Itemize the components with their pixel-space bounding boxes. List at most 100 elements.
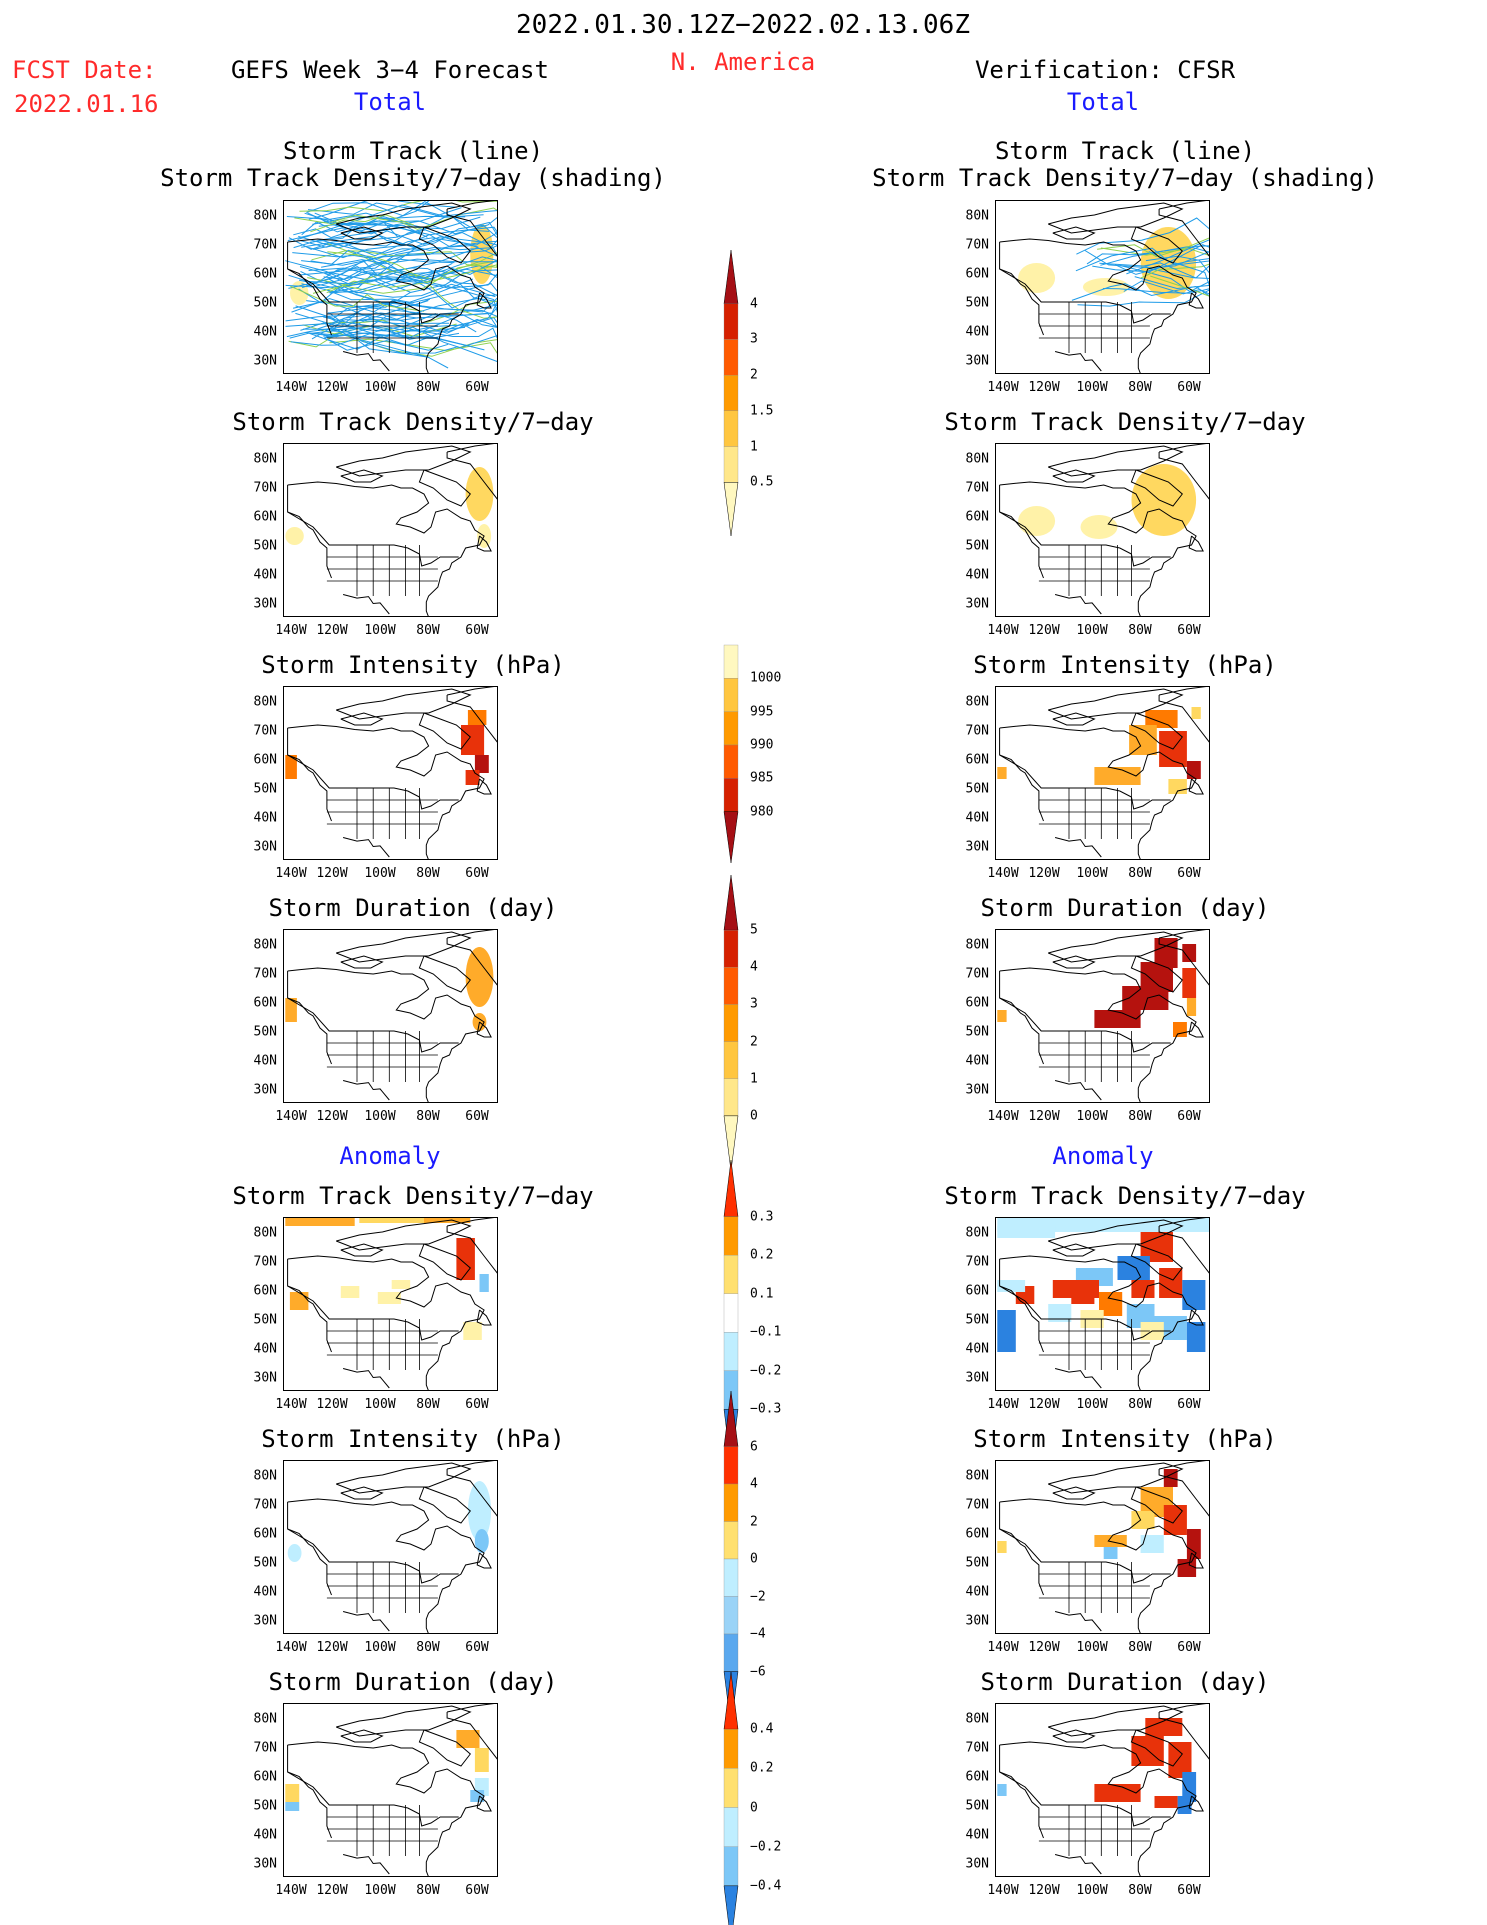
cfsr-panel-1-storm-tracks <box>1071 217 1210 321</box>
anomaly-label-right: Anomaly <box>1052 1142 1154 1170</box>
cfsr-panel-4-shading <box>997 938 1197 1037</box>
lat-label: 60N <box>965 266 989 282</box>
total-label-left: Total <box>353 88 427 116</box>
lat-label: 40N <box>965 567 989 583</box>
gefs-panel-1-storm-tracks <box>285 200 498 369</box>
lat-label: 60N <box>965 1769 989 1785</box>
lat-label: 40N <box>253 1053 277 1069</box>
lat-label: 30N <box>965 839 989 855</box>
colorbar-label: 1 <box>750 1071 758 1087</box>
lon-label: 140W <box>275 1640 307 1655</box>
region-title: N. America <box>670 48 816 76</box>
colorbar-label: −0.3 <box>750 1401 782 1417</box>
lon-label: 60W <box>1177 866 1201 881</box>
gefs-panel-3-map <box>283 686 498 860</box>
cfsr-panel-3-map <box>995 686 1210 860</box>
lat-label: 50N <box>965 1312 989 1328</box>
colorbar-label: 995 <box>750 704 774 720</box>
lat-label: 40N <box>253 810 277 826</box>
cfsr-panel-3-title: Storm Intensity (hPa) <box>973 651 1277 679</box>
lat-label: 60N <box>965 1526 989 1542</box>
lat-label: 30N <box>253 1370 277 1386</box>
lat-label: 80N <box>253 694 277 710</box>
lat-label: 80N <box>965 208 989 224</box>
colorbar-label: −0.2 <box>750 1363 782 1379</box>
lon-label: 140W <box>275 1397 307 1412</box>
lon-label: 100W <box>1076 866 1108 881</box>
lon-label: 140W <box>275 866 307 881</box>
gefs-panel-1-title: Storm Track (line) Storm Track Density/7… <box>160 137 666 192</box>
lon-label: 80W <box>416 623 440 638</box>
lat-label: 80N <box>253 208 277 224</box>
gefs-panel-5-title: Storm Track Density/7−day <box>232 1182 594 1210</box>
lon-label: 120W <box>316 866 348 881</box>
lat-label: 70N <box>965 1740 989 1756</box>
lat-label: 40N <box>965 1341 989 1357</box>
colorbar-label: 0 <box>750 1551 758 1567</box>
fcst-label: FCST Date: <box>12 56 157 84</box>
lon-label: 60W <box>1177 1883 1201 1898</box>
lat-label: 70N <box>965 966 989 982</box>
gefs-panel-4-shading <box>285 947 494 1031</box>
lat-label: 70N <box>253 480 277 496</box>
lat-label: 70N <box>965 480 989 496</box>
colorbar-label: −0.4 <box>750 1878 782 1894</box>
lon-label: 120W <box>1028 1397 1060 1412</box>
cfsr-panel-6-map <box>995 1460 1210 1634</box>
lon-label: 80W <box>416 1883 440 1898</box>
lon-label: 100W <box>364 1397 396 1412</box>
lat-label: 70N <box>253 1254 277 1270</box>
lat-label: 30N <box>965 596 989 612</box>
lon-label: 140W <box>987 380 1019 395</box>
cfsr-panel-5: Storm Track Density/7−day 80N 70N 60N 50N 40N… <box>944 1183 1305 1413</box>
lat-label: 60N <box>253 1526 277 1542</box>
gefs-panel-2-title: Storm Track Density/7−day <box>232 408 594 436</box>
lon-label: 80W <box>1128 623 1152 638</box>
cfsr-panel-4: Storm Duration (day) 80N 70N 60N 50N 40N 30N 14… <box>966 895 1270 1125</box>
lon-label: 80W <box>416 866 440 881</box>
gefs-panel-7-title: Storm Duration (day) <box>268 1668 558 1696</box>
lat-label: 40N <box>965 810 989 826</box>
cfsr-panel-2: Storm Track Density/7−day 80N 70N 60N 50N 40N… <box>944 409 1305 639</box>
cfsr-panel-3-shading <box>997 707 1201 794</box>
total-label-right: Total <box>1066 88 1140 116</box>
lon-label: 60W <box>465 1883 489 1898</box>
colorbar-label: 3 <box>750 331 758 347</box>
lat-label: 60N <box>253 509 277 525</box>
cfsr-panel-7-shading <box>997 1718 1197 1814</box>
gefs-panel-7-shading <box>285 1730 489 1811</box>
lon-label: 100W <box>364 623 396 638</box>
colorbar-label: 0.2 <box>750 1760 774 1776</box>
colorbar-label: 0.2 <box>750 1247 774 1263</box>
lat-label: 50N <box>253 1555 277 1571</box>
gefs-panel-5-map <box>283 1217 498 1391</box>
lon-label: 60W <box>465 380 489 395</box>
lat-label: 40N <box>253 1584 277 1600</box>
lon-label: 120W <box>1028 866 1060 881</box>
lat-label: 30N <box>253 1082 277 1098</box>
lat-label: 50N <box>965 1555 989 1571</box>
lon-label: 80W <box>1128 866 1152 881</box>
lon-label: 100W <box>1076 1883 1108 1898</box>
colorbar-label: 0.4 <box>750 1721 774 1737</box>
colorbar-label: −0.1 <box>750 1324 782 1340</box>
gefs-panel-3-title: Storm Intensity (hPa) <box>261 651 565 679</box>
gefs-panel-5: Storm Track Density/7−day 80N 70N 60N 50N 40N… <box>232 1183 593 1413</box>
lon-label: 100W <box>1076 380 1108 395</box>
lon-label: 80W <box>1128 1397 1152 1412</box>
lon-label: 100W <box>364 1883 396 1898</box>
cfsr-panel-2-title: Storm Track Density/7−day <box>944 408 1306 436</box>
gefs-panel-3: Storm Intensity (hPa) 80N 70N 60N 50N 40N 30N 1… <box>254 652 565 882</box>
lat-label: 80N <box>965 1225 989 1241</box>
lon-label: 120W <box>316 1397 348 1412</box>
cfsr-panel-1: Storm Track (line) Storm Track Density/7… <box>872 138 1378 396</box>
lat-label: 30N <box>965 1370 989 1386</box>
lat-label: 50N <box>253 781 277 797</box>
gefs-panel-6: Storm Intensity (hPa) 80N 70N 60N 50N 40N 30N 1… <box>254 1426 565 1656</box>
lat-label: 70N <box>965 1497 989 1513</box>
lon-label: 140W <box>987 1640 1019 1655</box>
lat-label: 50N <box>253 1798 277 1814</box>
cfsr-panel-6-shading <box>997 1469 1201 1577</box>
lat-label: 50N <box>965 295 989 311</box>
lat-label: 50N <box>253 1312 277 1328</box>
